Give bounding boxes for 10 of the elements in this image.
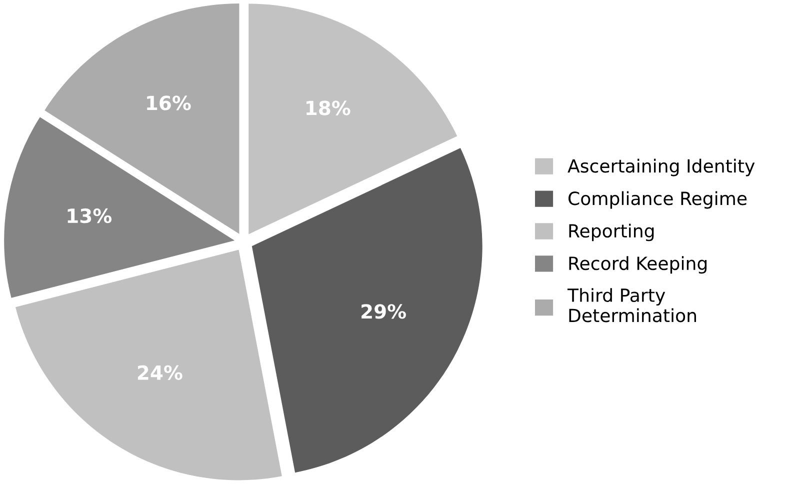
legend-label: Record Keeping — [569, 256, 707, 274]
data-label: 29% — [362, 304, 406, 319]
legend-label: Ascertaining Identity — [568, 158, 755, 176]
legend-label: Third Party Determination — [567, 288, 696, 322]
data-label: 16% — [147, 96, 191, 110]
data-label: 18% — [306, 100, 350, 116]
data-label: 13% — [68, 208, 112, 224]
legend-label: Compliance Regime — [568, 191, 747, 209]
legend-label: Reporting — [569, 224, 654, 242]
data-label: 24% — [138, 365, 182, 380]
